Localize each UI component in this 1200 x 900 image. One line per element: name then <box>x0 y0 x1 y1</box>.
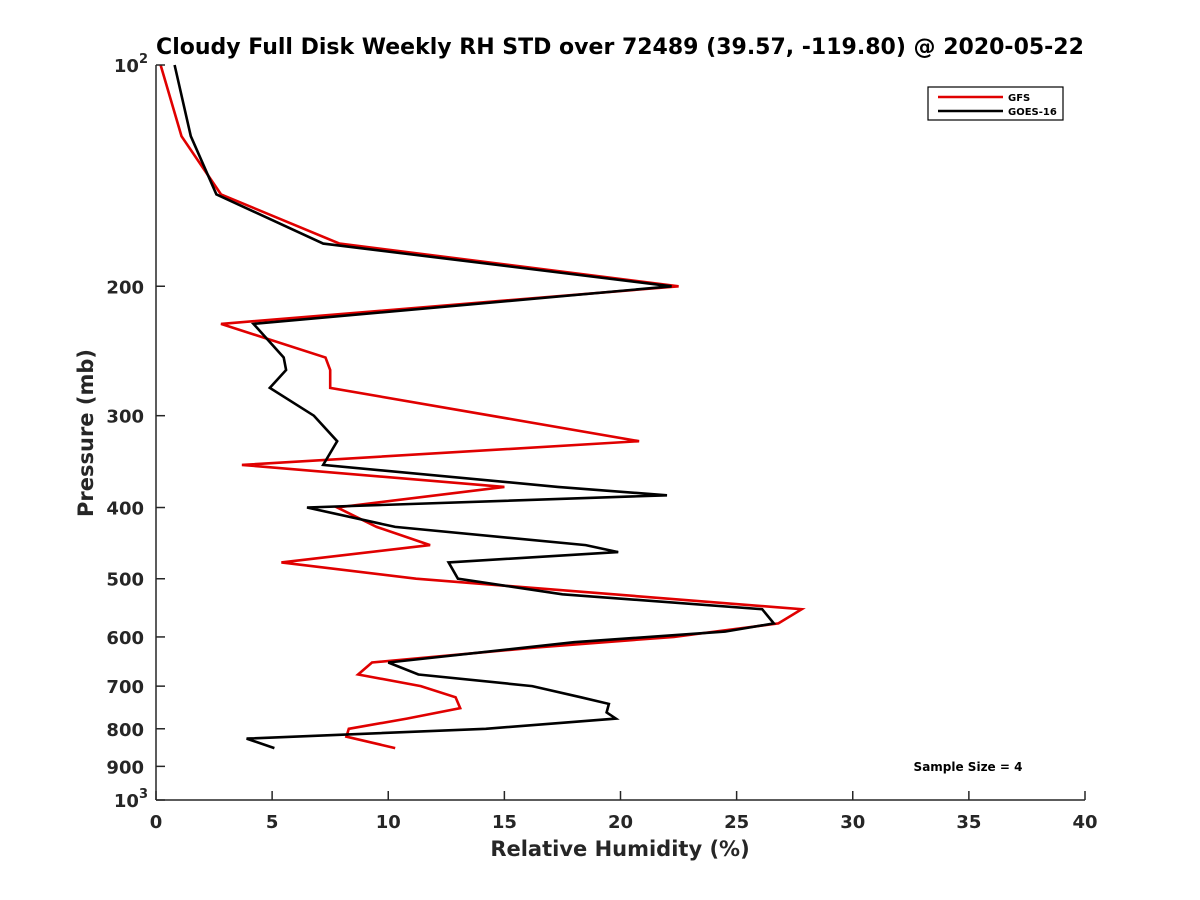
x-tick-label: 30 <box>840 812 865 833</box>
x-tick-label: 20 <box>608 812 633 833</box>
y-tick-label: 103 <box>114 787 148 812</box>
y-tick-label: 800 <box>106 720 144 741</box>
axes-layer: 0 5 10 15 20 25 30 35 40 102 200 300 400 500 600 700 800… <box>106 52 1097 833</box>
legend: GFS GOES-16 <box>927 86 1064 121</box>
y-tick-label: 900 <box>106 757 144 778</box>
x-tick-label: 5 <box>266 812 279 833</box>
y-tick-label: 700 <box>106 677 144 698</box>
x-tick-label: 40 <box>1072 812 1097 833</box>
y-axis-label: Pressure (mb) <box>74 349 98 517</box>
y-tick-label: 102 <box>114 52 148 77</box>
series-line-goes-16 <box>173 64 777 750</box>
x-tick-label: 35 <box>956 812 981 833</box>
y-tick-label: 600 <box>106 628 144 649</box>
series-layer <box>159 64 806 750</box>
x-axis-label: Relative Humidity (%) <box>490 837 749 861</box>
x-tick-label: 25 <box>724 812 749 833</box>
series-line-gfs <box>159 64 806 750</box>
legend-box <box>927 86 1064 121</box>
x-tick-label: 10 <box>376 812 401 833</box>
x-tick-label: 15 <box>492 812 517 833</box>
legend-label-gfs: GFS <box>1008 93 1030 104</box>
chart-title: Cloudy Full Disk Weekly RH STD over 7248… <box>156 35 1084 60</box>
legend-label-goes-16: GOES-16 <box>1008 107 1057 118</box>
y-tick-label: 500 <box>106 570 144 591</box>
x-tick-label: 0 <box>150 812 163 833</box>
y-tick-label: 200 <box>106 277 144 298</box>
sample-size-annotation: Sample Size = 4 <box>914 760 1023 774</box>
y-tick-label: 300 <box>106 407 144 428</box>
y-tick-label: 400 <box>106 499 144 520</box>
